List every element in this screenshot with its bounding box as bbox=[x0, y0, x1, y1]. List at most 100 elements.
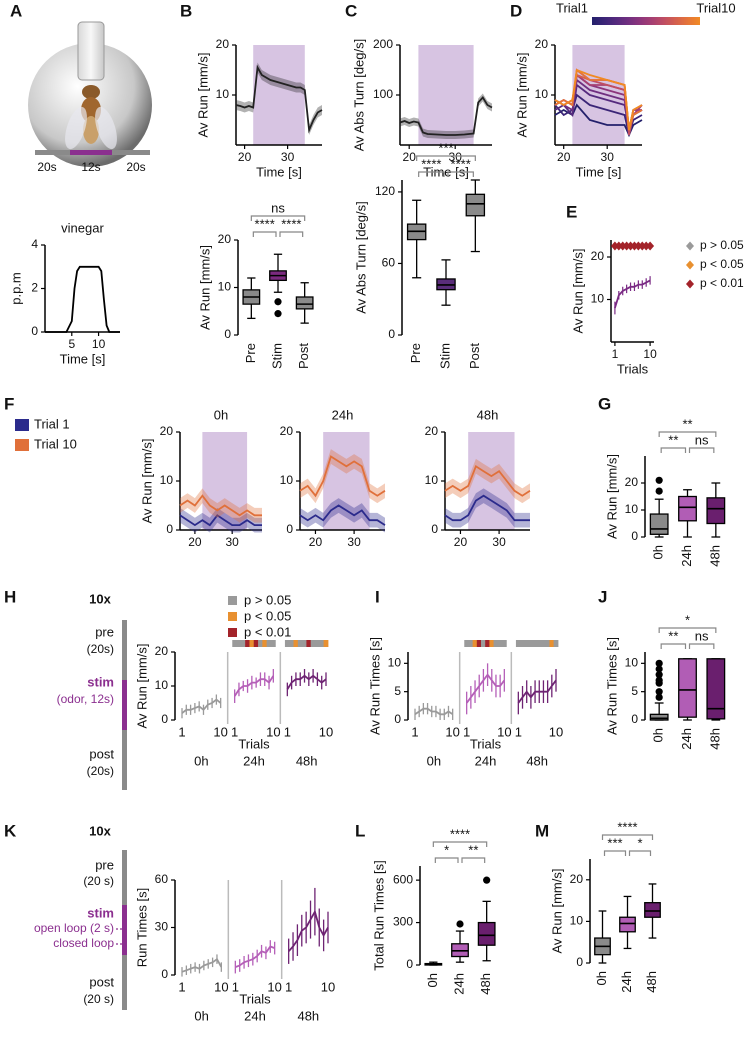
protocol-label: closed loop bbox=[53, 936, 114, 950]
data-line bbox=[465, 673, 506, 704]
y-tick-label: 20 bbox=[425, 424, 439, 438]
significance-label: ns bbox=[695, 432, 709, 447]
data-line bbox=[444, 494, 530, 522]
fly-wing bbox=[95, 106, 117, 150]
significance-bracket bbox=[416, 155, 476, 161]
legend-swatch bbox=[228, 612, 237, 621]
legend-marker bbox=[686, 279, 694, 289]
panel-label: I bbox=[375, 587, 380, 606]
significance-square bbox=[536, 640, 542, 647]
significance-marker bbox=[646, 241, 655, 251]
y-tick-label: 600 bbox=[393, 872, 413, 886]
y-tick-label: 10 bbox=[625, 656, 639, 670]
significance-square bbox=[310, 640, 316, 647]
y-tick-label: 0 bbox=[161, 967, 168, 981]
outlier bbox=[655, 693, 663, 701]
y-tick-label: 0 bbox=[166, 522, 173, 536]
x-tick-label: 10 bbox=[267, 979, 281, 994]
y-axis-label: Av Run [mm/s] bbox=[197, 245, 212, 330]
x-axis-label: Time [s] bbox=[60, 351, 106, 366]
x-tick-label: 20 bbox=[403, 150, 417, 164]
legend-swatch bbox=[15, 439, 29, 451]
segment-label: 24h bbox=[243, 753, 265, 768]
y-tick-label: 5 bbox=[394, 684, 401, 698]
x-tick-label: 1 bbox=[178, 724, 185, 739]
significance-bracket bbox=[252, 231, 277, 237]
data-line bbox=[181, 957, 223, 973]
significance-bracket bbox=[250, 215, 306, 221]
x-tick-label: 30 bbox=[281, 150, 295, 164]
protocol-label: pre bbox=[95, 624, 114, 639]
y-axis-label: Run Times [s] bbox=[134, 888, 149, 967]
odor-tube bbox=[77, 21, 105, 81]
significance-label: **** bbox=[451, 156, 471, 171]
x-axis-label: Trials bbox=[238, 736, 270, 751]
x-tick-label: 1 bbox=[231, 724, 238, 739]
segment-label: 0h bbox=[194, 1008, 208, 1023]
legend-label: Trial 1 bbox=[34, 416, 70, 431]
fly-head bbox=[82, 85, 100, 99]
segment-label: 24h bbox=[475, 753, 497, 768]
x-tick-label: 0h bbox=[425, 973, 440, 987]
significance-bracket bbox=[461, 857, 486, 863]
significance-square bbox=[297, 640, 303, 647]
significance-square bbox=[284, 640, 290, 647]
legend-swatch bbox=[15, 419, 29, 431]
data-line bbox=[286, 674, 327, 690]
stimulus-shade bbox=[253, 45, 305, 145]
legend-label: Trial 10 bbox=[34, 436, 77, 451]
protocol-label: stim bbox=[87, 674, 114, 689]
data-line bbox=[517, 679, 557, 704]
panel-label: B bbox=[180, 1, 192, 20]
significance-square bbox=[476, 640, 482, 647]
significance-square bbox=[481, 640, 486, 647]
y-axis-label: Av Run Times [s] bbox=[604, 637, 619, 735]
y-axis-label: Av Run Times [s] bbox=[367, 637, 382, 735]
significance-square bbox=[493, 640, 499, 647]
y-tick-label: 30 bbox=[155, 920, 169, 934]
y-tick-label: 20 bbox=[218, 232, 232, 246]
panel-label: J bbox=[598, 587, 607, 606]
significance-bracket bbox=[658, 627, 717, 633]
x-tick-label: Post bbox=[467, 343, 482, 369]
timeline-label: 20s bbox=[126, 160, 145, 174]
significance-bracket bbox=[279, 231, 304, 237]
y-axis-label: Av Abs Turn [deg/s] bbox=[353, 201, 368, 314]
x-tick-label: 30 bbox=[492, 535, 506, 549]
significance-label: * bbox=[685, 612, 690, 627]
significance-bracket bbox=[432, 841, 488, 847]
y-tick-label: 0 bbox=[406, 957, 413, 971]
x-tick-label: Stim bbox=[437, 343, 452, 369]
chart-title: vinegar bbox=[61, 220, 104, 235]
significance-square bbox=[520, 640, 525, 647]
significance-square bbox=[240, 640, 246, 647]
protocol-label: 10x bbox=[89, 823, 111, 838]
y-tick-label: 100 bbox=[373, 87, 393, 101]
error-band bbox=[180, 507, 262, 533]
significance-square bbox=[528, 640, 534, 647]
x-tick-label: 1 bbox=[612, 347, 619, 361]
significance-square bbox=[302, 640, 307, 647]
x-tick-label: 24h bbox=[679, 728, 694, 750]
significance-square bbox=[464, 640, 470, 647]
significance-square bbox=[549, 640, 555, 647]
outlier bbox=[483, 876, 491, 884]
x-tick-label: 10 bbox=[213, 724, 227, 739]
x-tick-label: 1 bbox=[284, 724, 291, 739]
significance-square bbox=[306, 640, 312, 647]
data-line bbox=[444, 464, 531, 497]
protocol-label: (20s) bbox=[87, 642, 114, 656]
outlier bbox=[456, 920, 464, 928]
protocol-label: open loop (2 s) bbox=[34, 921, 114, 935]
significance-label: * bbox=[444, 842, 449, 857]
box bbox=[477, 921, 496, 946]
panel-label: L bbox=[355, 821, 365, 840]
data-line bbox=[414, 707, 454, 716]
error-band bbox=[300, 449, 385, 504]
y-tick-label: 0 bbox=[224, 327, 231, 341]
stimulus-shade bbox=[323, 432, 370, 530]
x-tick-label: Pre bbox=[243, 343, 258, 363]
significance-square bbox=[524, 640, 530, 647]
legend-label: p > 0.05 bbox=[244, 592, 291, 607]
data-line bbox=[45, 265, 120, 333]
